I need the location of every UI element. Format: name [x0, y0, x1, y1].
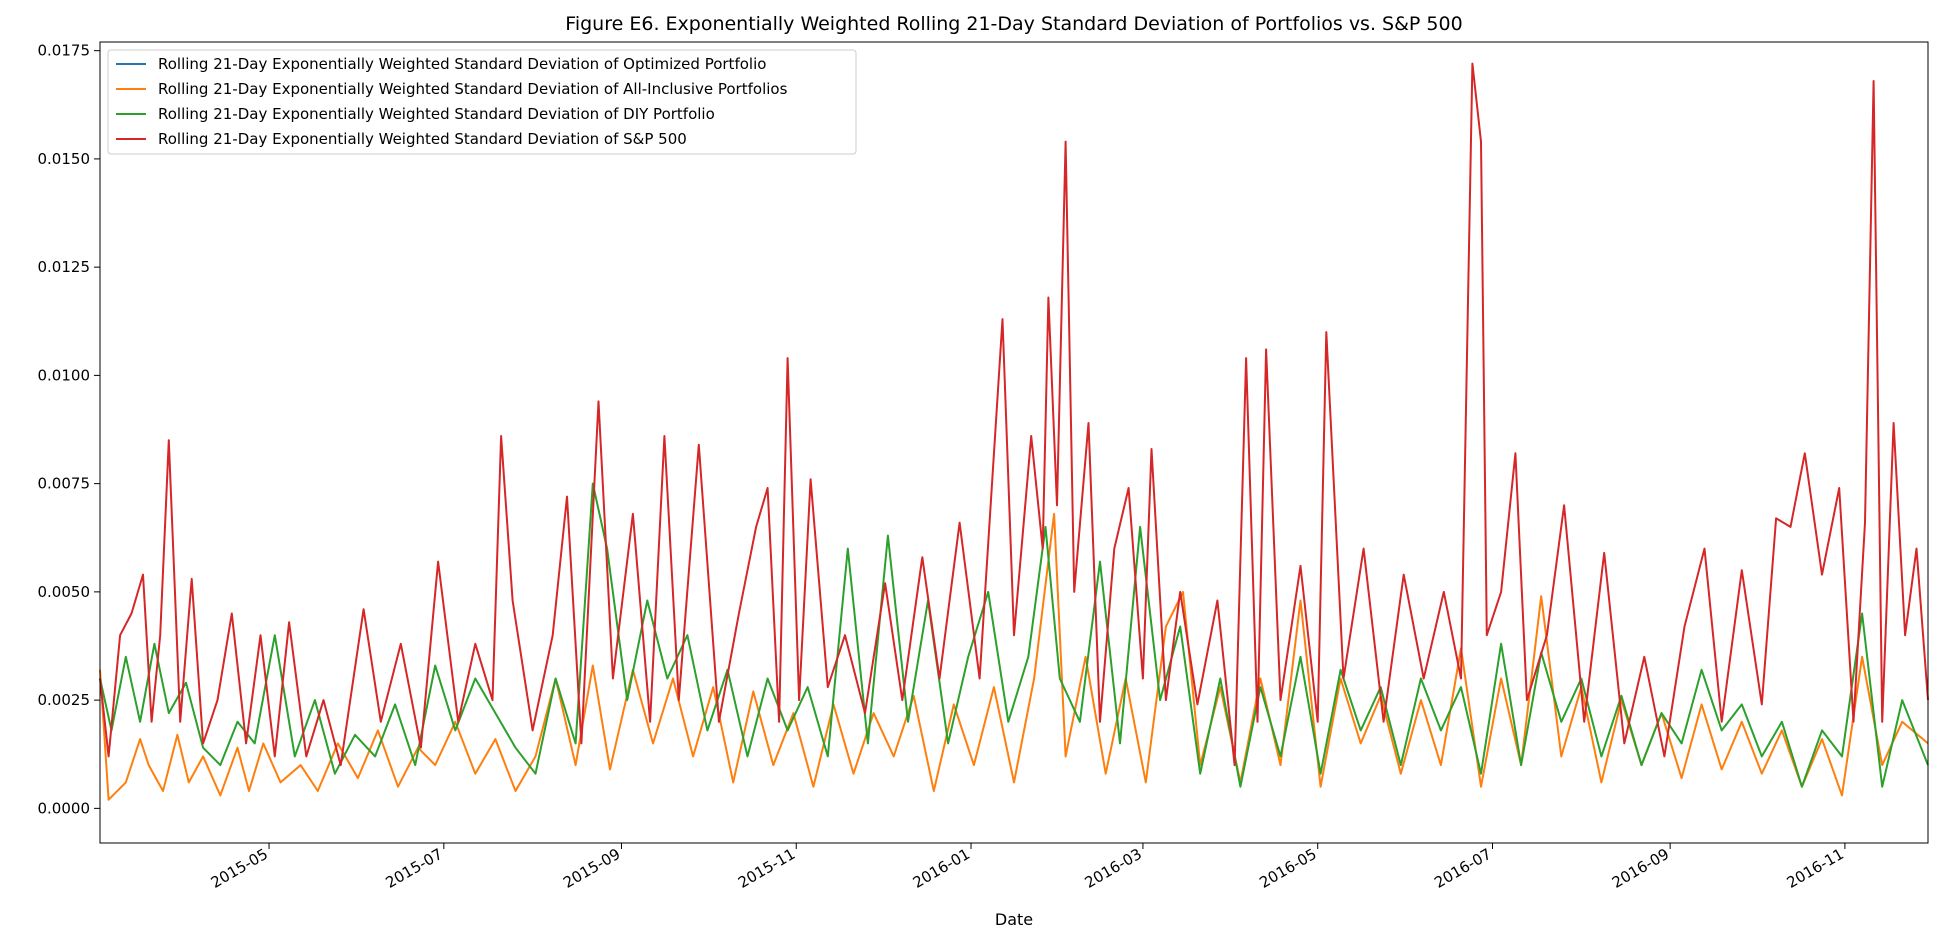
x-axis-label: Date: [995, 910, 1033, 929]
y-tick-label-4: 0.0100: [38, 366, 91, 384]
legend-entry-1: Rolling 21-Day Exponentially Weighted St…: [158, 80, 788, 98]
y-tick-label-0: 0.0000: [38, 799, 91, 817]
series-layer: [99, 62, 1929, 801]
x-tick-label-7: 2016-07: [1431, 845, 1494, 892]
x-tick-label-0: 2015-05: [208, 845, 271, 892]
x-tick-label-3: 2015-11: [735, 845, 798, 892]
series-line-2: [99, 482, 1929, 788]
legend-entry-3: Rolling 21-Day Exponentially Weighted St…: [158, 130, 687, 148]
y-tick-label-2: 0.0050: [38, 583, 91, 601]
x-axis: 2015-05 2015-07 2015-09 2015-11 2016-01 2016-…: [208, 843, 1847, 892]
y-tick-label-6: 0.0150: [38, 150, 91, 168]
y-tick-label-5: 0.0125: [38, 258, 91, 276]
x-tick-label-6: 2016-05: [1256, 845, 1319, 892]
y-tick-label-7: 0.0175: [38, 42, 91, 60]
legend-entry-0: Rolling 21-Day Exponentially Weighted St…: [158, 55, 766, 73]
x-tick-label-2: 2015-09: [560, 845, 623, 892]
series-line-1: [99, 512, 1929, 801]
y-tick-label-3: 0.0075: [38, 475, 91, 493]
legend-box: [107, 49, 857, 155]
y-tick-label-1: 0.0025: [38, 691, 91, 709]
x-tick-label-4: 2016-01: [910, 845, 973, 892]
y-axis: 0.0000 0.0025 0.0050 0.0075 0.0100 0.0125 0.01…: [38, 42, 100, 817]
plot-frame: [99, 41, 1929, 844]
x-tick-label-5: 2016-03: [1082, 845, 1145, 892]
x-tick-label-1: 2015-07: [383, 845, 446, 892]
legend: Rolling 21-Day Exponentially Weighted St…: [107, 49, 857, 155]
series-line-3: [99, 62, 1929, 767]
x-tick-label-9: 2016-11: [1784, 845, 1847, 892]
x-tick-label-8: 2016-09: [1609, 845, 1672, 892]
chart-title: Figure E6. Exponentially Weighted Rollin…: [565, 13, 1462, 35]
legend-entry-2: Rolling 21-Day Exponentially Weighted St…: [158, 105, 715, 123]
